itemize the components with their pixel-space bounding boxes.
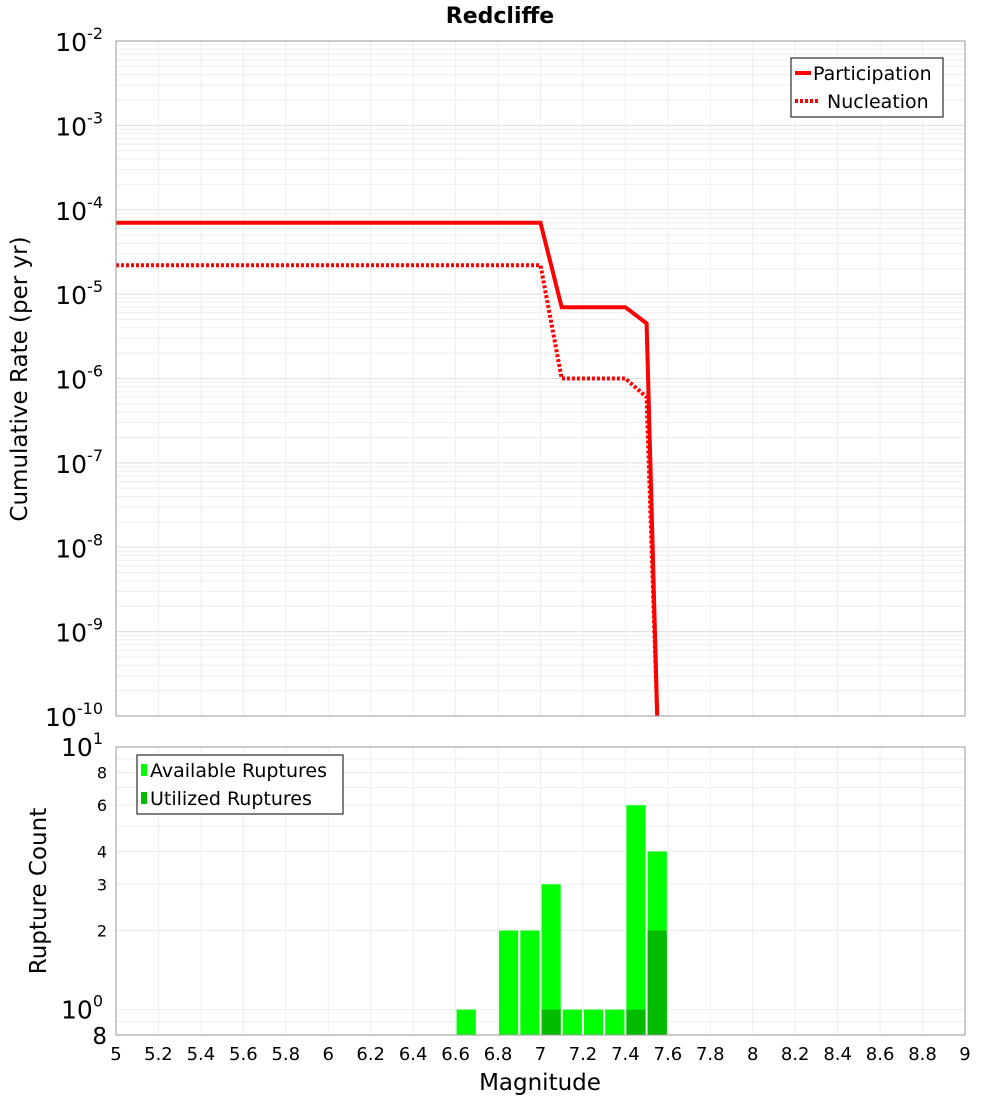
chart-title: Redcliffe xyxy=(446,4,554,29)
y-tick-label: 101 xyxy=(61,729,103,762)
legend-label-participation: Participation xyxy=(813,63,932,85)
available-rupture-bar xyxy=(584,1009,604,1035)
available-rupture-bar xyxy=(456,1009,476,1035)
available-rupture-bar xyxy=(605,1009,625,1035)
y-tick-label: 4 xyxy=(97,842,107,861)
utilized-rupture-bar xyxy=(647,930,667,1035)
y-tick-label: 8 xyxy=(92,1024,107,1050)
available-rupture-bar xyxy=(562,1009,582,1035)
x-tick-label: 5 xyxy=(110,1044,121,1065)
x-tick-label: 7.6 xyxy=(654,1044,683,1065)
rate-plot-grid xyxy=(115,41,966,717)
x-tick-label: 7.8 xyxy=(696,1044,725,1065)
y-tick-label: 8 xyxy=(97,763,107,782)
legend-label-utilized: Utilized Ruptures xyxy=(150,788,312,810)
y-tick-label: 10-2 xyxy=(55,24,103,57)
y-tick-label: 10-4 xyxy=(55,193,103,226)
y-tick-label: 2 xyxy=(97,922,107,941)
rate-plot-frame xyxy=(115,40,966,717)
x-tick-label: 9 xyxy=(959,1044,970,1065)
y-tick-label: 10-6 xyxy=(55,362,103,395)
legend-box xyxy=(790,57,944,118)
x-tick-label: 7 xyxy=(535,1044,546,1065)
count-plot-frame xyxy=(115,746,966,1036)
y-tick-label: 100 xyxy=(61,992,103,1025)
legend-swatch-available xyxy=(141,764,147,776)
series-line-participation xyxy=(116,220,660,717)
y-tick-label: 3 xyxy=(97,875,107,894)
y-tick-label: 10-10 xyxy=(45,699,103,732)
available-rupture-bar xyxy=(626,805,646,1035)
x-tick-label: 5.6 xyxy=(229,1044,258,1065)
rate-plot: 10-10 10-9 10-8 10-7 10-6 10-5 10-4 10-3 10-2 Cu… xyxy=(7,24,966,732)
x-tick-label: 8.8 xyxy=(908,1044,937,1065)
rate-plot-ylabel: Cumulative Rate (per yr) xyxy=(7,236,33,521)
y-tick-label: 10-8 xyxy=(55,530,103,563)
x-tick-label: 6.6 xyxy=(441,1044,470,1065)
x-tick-label: 6.4 xyxy=(399,1044,428,1065)
utilized-rupture-bar xyxy=(626,1009,646,1035)
count-plot-bars xyxy=(456,805,667,1035)
x-tick-label: 8.6 xyxy=(866,1044,895,1065)
x-tick-label: 7.4 xyxy=(611,1044,640,1065)
x-tick-label: 6 xyxy=(323,1044,334,1065)
y-tick-label: 10-9 xyxy=(55,615,103,648)
y-tick-label: 10-3 xyxy=(55,108,103,141)
available-rupture-bar xyxy=(541,884,561,1035)
count-plot-legend: Available Ruptures Utilized Ruptures xyxy=(136,754,344,815)
x-tick-label: 6.8 xyxy=(484,1044,513,1065)
rate-plot-y-ticks: 10-10 10-9 10-8 10-7 10-6 10-5 10-4 10-3 10-2 xyxy=(45,24,103,732)
x-tick-label: 5.8 xyxy=(271,1044,300,1065)
series-line-nucleation xyxy=(116,263,660,717)
x-tick-label: 8.2 xyxy=(781,1044,810,1065)
y-tick-label: 6 xyxy=(97,796,107,815)
x-tick-label: 8.4 xyxy=(823,1044,852,1065)
count-plot-xlabel: Magnitude xyxy=(479,1070,601,1096)
legend-label-nucleation: Nucleation xyxy=(827,91,929,113)
count-plot-x-ticks: 5 5.2 5.4 5.6 5.8 6 6.2 6.4 6.6 6.8 7 7.2 7.4 7.6 7.8 8… xyxy=(110,1044,970,1065)
legend-box xyxy=(136,754,344,815)
x-tick-label: 5.2 xyxy=(144,1044,173,1065)
available-rupture-bar xyxy=(520,930,540,1035)
count-plot-ylabel: Rupture Count xyxy=(26,808,52,974)
x-tick-label: 7.2 xyxy=(569,1044,598,1065)
utilized-rupture-bar xyxy=(541,1009,561,1035)
rate-plot-series xyxy=(116,220,660,717)
rate-plot-legend: Participation Nucleation xyxy=(790,57,944,118)
x-tick-label: 5.4 xyxy=(187,1044,216,1065)
y-tick-label: 10-5 xyxy=(55,277,103,310)
legend-swatch-utilized xyxy=(141,792,147,804)
y-tick-label: 10-7 xyxy=(55,446,103,479)
legend-label-available: Available Ruptures xyxy=(150,760,327,782)
available-rupture-bar xyxy=(499,930,519,1035)
x-tick-label: 8 xyxy=(747,1044,758,1065)
x-tick-label: 6.2 xyxy=(356,1044,385,1065)
